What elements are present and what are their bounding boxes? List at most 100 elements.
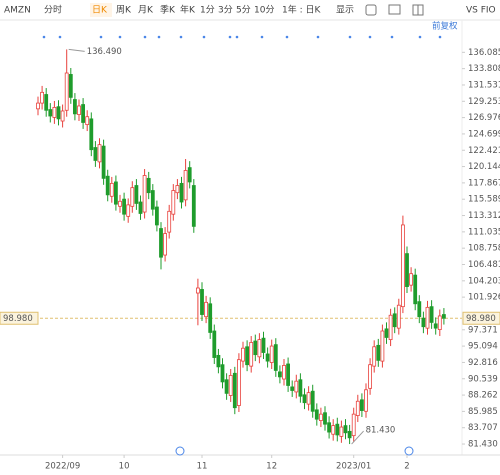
candle-body xyxy=(183,170,188,201)
candle-body xyxy=(171,190,176,215)
y-tick-label: 104.203 xyxy=(468,276,500,286)
candle-body xyxy=(335,423,340,436)
event-dot xyxy=(368,35,372,39)
y-tick-label: 122.421 xyxy=(468,146,500,156)
display-button[interactable]: 显示 xyxy=(336,5,354,16)
candle-body xyxy=(114,181,118,205)
candle-body xyxy=(380,330,385,362)
candle-body xyxy=(429,306,434,323)
y-tick-label: 81.430 xyxy=(468,440,498,450)
event-dot xyxy=(42,35,46,39)
candle-body xyxy=(302,394,307,404)
event-dot xyxy=(235,35,239,39)
candle-body xyxy=(298,379,303,397)
event-dot xyxy=(202,35,206,39)
candle-body xyxy=(122,198,126,215)
icon-draw[interactable] xyxy=(388,4,401,15)
candle-body xyxy=(417,301,422,318)
event-marker[interactable] xyxy=(175,446,185,456)
y-tick-label: 83.707 xyxy=(468,423,498,433)
event-dot xyxy=(260,35,264,39)
adjust-button[interactable]: 前复权 xyxy=(432,21,458,32)
candle-body xyxy=(224,379,229,394)
candle-body xyxy=(282,365,286,380)
y-tick-label: 90.539 xyxy=(468,374,498,384)
candle-body xyxy=(85,116,90,126)
event-dot xyxy=(418,35,422,39)
candle-body xyxy=(253,340,258,356)
y-tick-label: 129.253 xyxy=(468,97,500,107)
candle-body xyxy=(323,412,327,425)
candle-body xyxy=(208,303,213,333)
event-marker[interactable] xyxy=(404,446,414,456)
candle-body xyxy=(187,167,192,183)
candle-body xyxy=(433,323,438,329)
y-tick-label: 115.589 xyxy=(468,195,500,205)
period-tab[interactable]: 1分 xyxy=(200,5,215,16)
icon-settings[interactable] xyxy=(365,4,377,16)
period-selector[interactable]: 1年 : 日K xyxy=(282,4,321,16)
candle-body xyxy=(236,359,241,406)
y-tick-label: 108.758 xyxy=(468,244,500,254)
y-tick-label: 136.085 xyxy=(468,48,500,58)
y-tick-label: 124.699 xyxy=(468,129,500,139)
max-pointer xyxy=(68,48,85,52)
period-tab[interactable]: 日K xyxy=(92,5,108,16)
compare-button[interactable]: VS FIO xyxy=(466,6,496,16)
period-tab[interactable]: 5分 xyxy=(236,5,251,16)
candle-body xyxy=(48,109,53,117)
last-price-box xyxy=(0,311,39,325)
period-tab[interactable]: 分时 xyxy=(44,4,62,16)
y-tick-label: 106.481 xyxy=(468,260,500,270)
candle-body xyxy=(368,364,373,389)
candle-body xyxy=(245,346,250,366)
event-dot xyxy=(143,35,147,39)
period-tab[interactable]: 10分 xyxy=(254,5,274,16)
candle-body xyxy=(109,182,114,197)
candle-body xyxy=(216,354,221,368)
period-tab[interactable]: 月K xyxy=(138,5,154,16)
candle-body xyxy=(60,110,65,122)
period-tab[interactable]: 季K xyxy=(160,4,176,16)
candle-body xyxy=(68,74,73,98)
candle-body xyxy=(175,185,180,194)
candle-body xyxy=(331,425,336,435)
candle-body xyxy=(64,72,69,111)
period-tab[interactable]: 周K xyxy=(116,5,132,16)
candle-body xyxy=(286,363,291,386)
y-tick-label: 97.371 xyxy=(468,325,498,335)
x-tick-label: 2023/01 xyxy=(336,462,371,472)
symbol[interactable]: AMZN xyxy=(4,6,31,16)
event-dot xyxy=(157,35,161,39)
period-tab[interactable]: 3分 xyxy=(218,5,233,16)
candle-body xyxy=(384,328,389,338)
x-tick-label: 2022/09 xyxy=(45,462,80,472)
candle-body xyxy=(44,94,49,111)
candle-body xyxy=(343,425,348,434)
y-tick-label: 85.985 xyxy=(468,407,498,417)
candle-body xyxy=(318,413,323,421)
candle-body xyxy=(405,253,409,287)
last-price-label: 98.980 xyxy=(466,314,496,324)
candle-body xyxy=(159,228,163,258)
candle-body xyxy=(101,145,106,179)
period-tab[interactable]: 年K xyxy=(180,4,196,16)
y-tick-label: 120.144 xyxy=(468,162,500,172)
candle-body xyxy=(212,330,217,358)
event-markers[interactable] xyxy=(175,446,414,456)
event-dot xyxy=(99,35,103,39)
candle-body xyxy=(134,185,139,204)
candle-body xyxy=(327,422,332,433)
candle-body xyxy=(126,204,131,217)
active-tab-bg xyxy=(90,3,112,17)
y-tick-label: 111.035 xyxy=(468,227,500,237)
y-tick-label: 117.867 xyxy=(468,178,500,188)
candle-body xyxy=(195,287,200,294)
candle-body xyxy=(200,289,204,315)
candle-body xyxy=(409,273,414,286)
candle-body xyxy=(130,187,135,207)
candle-body xyxy=(228,375,233,396)
toolbar-icons[interactable] xyxy=(365,4,424,16)
